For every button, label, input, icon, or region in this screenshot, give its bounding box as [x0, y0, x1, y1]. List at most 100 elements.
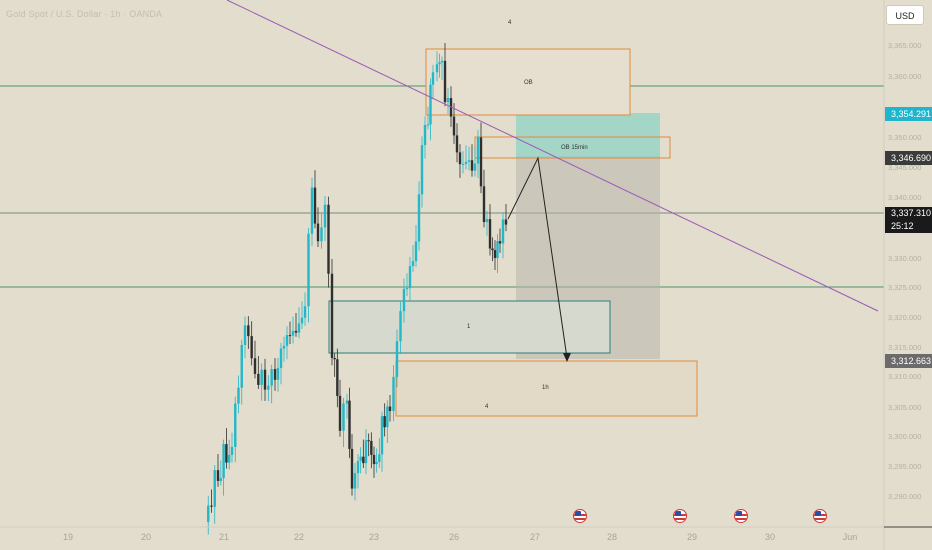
bullish-candle[interactable]	[219, 478, 222, 481]
bullish-candle[interactable]	[282, 345, 286, 349]
bearish-candle[interactable]	[247, 325, 250, 337]
bearish-candle[interactable]	[493, 250, 497, 259]
bullish-candle[interactable]	[307, 233, 310, 307]
bearish-candle[interactable]	[330, 273, 334, 358]
bullish-candle[interactable]	[240, 345, 243, 388]
bearish-candle[interactable]	[491, 248, 494, 251]
bullish-candle[interactable]	[297, 323, 301, 333]
zone-1-box[interactable]	[328, 300, 611, 354]
us-flag-icon[interactable]	[813, 509, 827, 523]
bullish-candle[interactable]	[207, 505, 210, 522]
currency-button[interactable]: USD	[886, 5, 924, 25]
projection-path[interactable]	[507, 156, 568, 359]
bullish-candle[interactable]	[399, 311, 402, 342]
bullish-candle[interactable]	[467, 160, 471, 162]
bullish-candle[interactable]	[411, 261, 415, 267]
bullish-candle[interactable]	[267, 385, 270, 390]
bearish-candle[interactable]	[210, 505, 213, 507]
bullish-candle[interactable]	[446, 98, 450, 103]
bullish-candle[interactable]	[345, 400, 349, 404]
bullish-candle[interactable]	[438, 62, 441, 65]
bullish-candle[interactable]	[392, 376, 395, 412]
bullish-candle[interactable]	[473, 163, 477, 171]
bearish-candle[interactable]	[388, 406, 392, 412]
bearish-candle[interactable]	[452, 116, 456, 136]
bearish-candle[interactable]	[263, 369, 267, 390]
bullish-candle[interactable]	[213, 470, 216, 507]
bearish-candle[interactable]	[383, 416, 386, 428]
bullish-candle[interactable]	[417, 194, 421, 242]
zone-1h-box[interactable]	[395, 360, 698, 417]
bearish-candle[interactable]	[333, 357, 336, 360]
bearish-candle[interactable]	[479, 137, 483, 187]
bullish-candle[interactable]	[364, 440, 368, 464]
bullish-candle[interactable]	[243, 325, 247, 346]
bullish-candle[interactable]	[222, 444, 225, 479]
bullish-candle[interactable]	[485, 219, 489, 223]
bullish-candle[interactable]	[237, 387, 240, 404]
bullish-candle[interactable]	[291, 330, 295, 336]
bullish-candle[interactable]	[435, 64, 439, 73]
bullish-candle[interactable]	[464, 161, 468, 164]
bullish-candle[interactable]	[228, 454, 231, 463]
bullish-candle[interactable]	[476, 137, 480, 164]
bullish-candle[interactable]	[420, 145, 424, 195]
bullish-candle[interactable]	[310, 187, 314, 234]
bearish-candle[interactable]	[458, 152, 462, 165]
bearish-candle[interactable]	[362, 456, 365, 464]
target-projection-teal-zone[interactable]	[516, 113, 660, 158]
descending-trendline[interactable]	[226, 0, 879, 312]
bullish-candle[interactable]	[380, 416, 384, 455]
bullish-candle[interactable]	[461, 163, 465, 165]
bearish-candle[interactable]	[225, 444, 228, 463]
bullish-candle[interactable]	[429, 84, 432, 125]
bullish-candle[interactable]	[356, 460, 360, 474]
us-flag-icon[interactable]	[673, 509, 687, 523]
bullish-candle[interactable]	[230, 446, 234, 455]
bearish-candle[interactable]	[288, 335, 292, 337]
bullish-candle[interactable]	[234, 403, 237, 447]
bearish-candle[interactable]	[350, 448, 354, 489]
bearish-candle[interactable]	[338, 395, 342, 431]
bearish-candle[interactable]	[504, 219, 508, 225]
bullish-candle[interactable]	[402, 288, 406, 312]
bullish-candle[interactable]	[320, 227, 323, 242]
bearish-candle[interactable]	[257, 373, 260, 385]
bearish-candle[interactable]	[313, 187, 317, 224]
bullish-candle[interactable]	[440, 60, 444, 63]
bearish-candle[interactable]	[273, 369, 277, 380]
bearish-candle[interactable]	[455, 135, 459, 153]
ob-zone-box[interactable]	[425, 48, 631, 116]
bullish-candle[interactable]	[395, 341, 399, 377]
bullish-candle[interactable]	[378, 454, 381, 462]
bullish-candle[interactable]	[426, 124, 430, 126]
bearish-candle[interactable]	[253, 358, 257, 374]
bearish-candle[interactable]	[316, 223, 320, 242]
bearish-candle[interactable]	[336, 359, 339, 396]
bullish-candle[interactable]	[303, 306, 307, 318]
bullish-candle[interactable]	[405, 288, 409, 290]
bullish-candle[interactable]	[260, 369, 263, 385]
bullish-candle[interactable]	[386, 406, 389, 428]
bearish-candle[interactable]	[488, 219, 492, 249]
bearish-candle[interactable]	[348, 400, 351, 449]
bearish-candle[interactable]	[327, 204, 330, 274]
bearish-candle[interactable]	[498, 241, 502, 244]
bearish-candle[interactable]	[370, 440, 373, 455]
bearish-candle[interactable]	[470, 160, 474, 171]
bullish-candle[interactable]	[431, 72, 435, 85]
bullish-candle[interactable]	[408, 266, 412, 289]
bullish-candle[interactable]	[359, 456, 362, 461]
bearish-candle[interactable]	[443, 60, 447, 103]
bullish-candle[interactable]	[279, 348, 283, 368]
bearish-candle[interactable]	[294, 330, 298, 333]
bullish-candle[interactable]	[323, 204, 327, 228]
bearish-candle[interactable]	[250, 336, 253, 359]
bullish-candle[interactable]	[300, 317, 304, 324]
bullish-candle[interactable]	[414, 241, 418, 262]
bullish-candle[interactable]	[353, 473, 357, 489]
bullish-candle[interactable]	[270, 369, 273, 386]
bullish-candle[interactable]	[342, 403, 345, 431]
bearish-candle[interactable]	[482, 186, 486, 223]
